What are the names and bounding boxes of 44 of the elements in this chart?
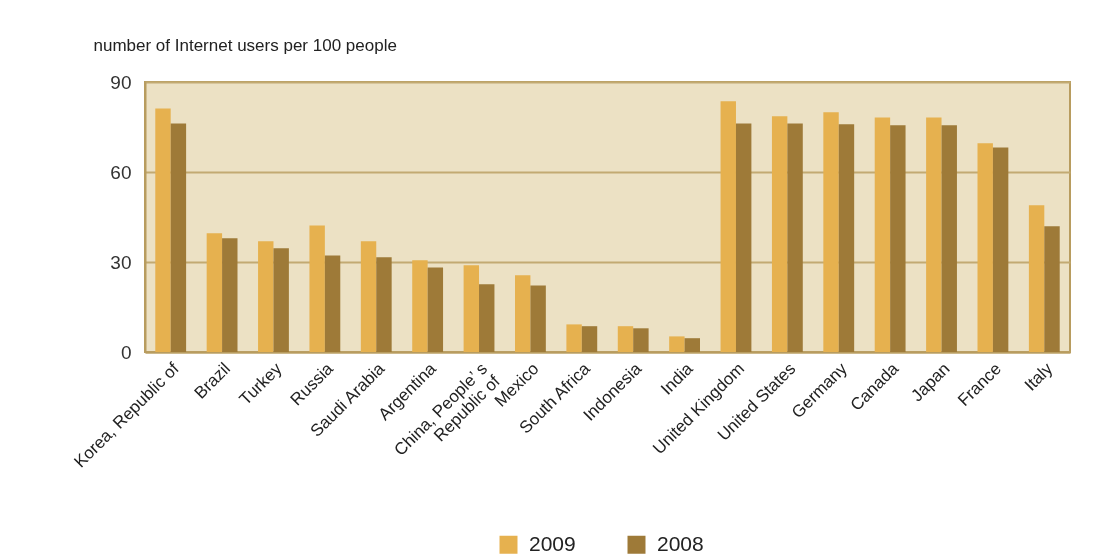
bar — [617, 326, 634, 352]
bar — [823, 112, 839, 352]
bar — [890, 125, 906, 352]
bar — [787, 123, 803, 352]
bar — [309, 225, 325, 352]
bar — [992, 147, 1009, 352]
bar — [360, 241, 377, 352]
bar — [412, 260, 428, 352]
bar — [977, 143, 993, 352]
bar — [222, 238, 238, 352]
bar — [669, 336, 685, 352]
y-tick-label: 90 — [110, 71, 132, 93]
bar — [427, 267, 444, 352]
bar — [581, 326, 598, 352]
bar — [735, 123, 752, 352]
bar — [684, 338, 700, 352]
bar — [258, 241, 274, 352]
bar — [273, 248, 289, 352]
bar — [463, 265, 480, 352]
bar — [324, 255, 341, 352]
bar — [155, 108, 171, 352]
bar — [838, 124, 855, 352]
y-tick-label: 30 — [110, 251, 132, 273]
bar — [874, 117, 891, 352]
legend-label: 2008 — [657, 531, 704, 555]
y-axis-title: number of Internet users per 100 people — [93, 35, 397, 55]
bar — [926, 117, 942, 352]
x-tick-label: Italy — [1020, 358, 1057, 395]
bar — [479, 284, 495, 352]
bar — [376, 257, 392, 352]
bar — [720, 101, 736, 352]
legend-label: 2009 — [529, 531, 576, 555]
bar — [941, 125, 957, 352]
y-tick-label: 0 — [120, 341, 132, 363]
bar — [566, 324, 582, 352]
bar — [206, 233, 223, 352]
bar — [1044, 226, 1060, 352]
bar — [170, 123, 187, 352]
bar — [771, 116, 788, 352]
bar — [633, 328, 649, 352]
bar — [515, 275, 531, 352]
bar — [1028, 205, 1045, 352]
bar — [530, 285, 546, 352]
y-tick-label: 60 — [110, 161, 132, 183]
